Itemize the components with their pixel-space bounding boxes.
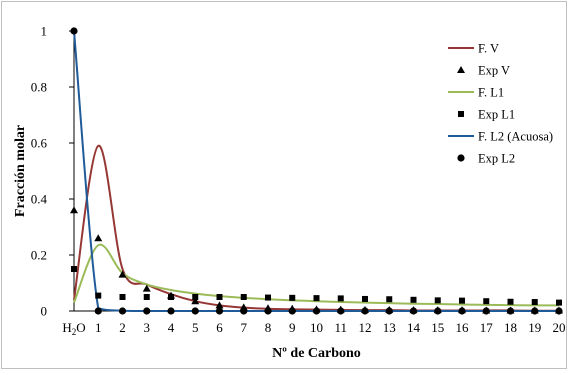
plot-lines	[73, 30, 560, 312]
data-point-exp-l1	[337, 295, 344, 302]
data-point-exp-l1	[168, 294, 174, 300]
data-point-exp-l1	[119, 294, 126, 300]
data-point-exp-l2	[264, 307, 272, 315]
data-point-exp-l1	[192, 294, 199, 300]
data-point-exp-l1	[483, 298, 490, 305]
data-point-exp-l2	[458, 307, 466, 315]
data-point-exp-l1	[216, 294, 223, 300]
data-point-exp-l1	[289, 294, 296, 301]
data-point-exp-l2	[143, 307, 151, 315]
data-point-exp-v	[70, 206, 78, 214]
data-point-exp-l2	[240, 307, 248, 315]
series-line-f-l2-acuosa	[73, 30, 559, 312]
data-point-exp-l1	[313, 295, 320, 302]
data-point-exp-l2	[506, 307, 515, 315]
data-point-exp-l1	[71, 266, 77, 272]
legend-label-f-l1: F. L1	[478, 86, 504, 100]
legend-label-exp-v: Exp V	[478, 64, 510, 78]
data-point-exp-l1	[95, 292, 102, 299]
data-point-exp-l2	[555, 307, 563, 315]
data-point-exp-l2	[118, 307, 127, 315]
x-tick-label: H2O	[62, 320, 85, 337]
legend: F. V Exp V F. L1 Exp L1 F. L2 (Acuosa) Exp L2	[448, 42, 553, 166]
series-line-f-l1	[73, 243, 560, 307]
data-point-exp-l2	[385, 307, 393, 315]
data-point-exp-l1	[507, 298, 514, 305]
data-point-exp-v	[191, 297, 200, 305]
x-tick-label: 5	[192, 320, 199, 335]
x-tick-label: 18	[504, 320, 517, 335]
x-tick-label: 13	[383, 320, 396, 335]
x-tick-label: 14	[407, 320, 421, 335]
data-point-exp-l1	[459, 297, 465, 304]
data-point-exp-l1	[531, 299, 538, 306]
legend-swatch-exp-l1	[458, 111, 464, 117]
x-tick-label: 8	[265, 320, 272, 335]
data-point-exp-v	[94, 234, 103, 242]
data-point-exp-l2	[215, 307, 224, 315]
data-point-exp-l2	[482, 307, 490, 315]
data-point-exp-l1	[434, 297, 441, 304]
x-tick-label: 11	[334, 320, 347, 335]
data-point-exp-l2	[167, 307, 175, 315]
y-tick-label: 0.2	[31, 248, 47, 263]
data-point-exp-l2	[70, 27, 78, 35]
plot-markers	[70, 27, 563, 315]
data-point-exp-l1	[265, 294, 271, 301]
x-tick-label: 2	[119, 320, 126, 335]
legend-swatch-exp-l2	[457, 154, 465, 162]
x-tick-label: 12	[359, 320, 372, 335]
data-point-exp-l2	[191, 307, 199, 315]
y-tick-label: 0.4	[31, 192, 48, 207]
chart: 00.20.40.60.81 H2O 1 2 3 4 5 6 7 8 9 10 11 12 13 14 15 1…	[13, 24, 566, 362]
y-tick-label: 1	[41, 24, 48, 39]
data-point-exp-l2	[434, 307, 442, 315]
y-tick-label: 0	[41, 304, 48, 319]
data-point-exp-l1	[386, 296, 393, 303]
y-tick-labels: 0 0.2 0.4 0.6 0.8 1	[31, 24, 74, 319]
x-tick-label: 15	[431, 320, 444, 335]
x-tick-label: 20	[553, 320, 566, 335]
legend-swatch-exp-v	[457, 66, 465, 73]
x-tick-label: 3	[144, 320, 151, 335]
x-tick-labels: H2O 1 2 3 4 5 6 7 8 9 10 11 12 13 14 15 16 17 18 19 20	[62, 320, 565, 337]
data-point-exp-l1	[410, 296, 417, 303]
legend-label-exp-l1: Exp L1	[478, 108, 515, 122]
legend-label-exp-l2: Exp L2	[478, 152, 515, 166]
x-tick-label: 6	[216, 320, 223, 335]
x-tick-label: 4	[168, 320, 175, 335]
data-point-exp-v	[215, 301, 224, 309]
x-tick-label: 16	[456, 320, 470, 335]
data-point-exp-l1	[362, 295, 368, 302]
data-point-exp-l1	[143, 294, 150, 300]
x-axis-title: Nº de Carbono	[272, 346, 361, 361]
data-point-exp-l2	[409, 307, 418, 315]
y-tick-label: 0.8	[31, 80, 47, 95]
data-point-exp-l2	[312, 307, 321, 315]
y-tick-label: 0.6	[31, 136, 48, 151]
x-tick-label: 7	[241, 320, 248, 335]
x-tick-label: 17	[480, 320, 494, 335]
chart-frame: 0 0.2 0.4 0.6 0.8 1 H2O 1 2 3 4 5 6 7 8 9 10 11 12 13 14 15 1…	[1, 1, 567, 369]
x-tick-label: 19	[528, 320, 541, 335]
x-tick-label: 9	[289, 320, 296, 335]
y-axis-title: Fracción molar	[13, 125, 28, 217]
x-tick-label: 1	[95, 320, 102, 335]
x-tick-label: 10	[310, 320, 323, 335]
data-point-exp-l2	[337, 307, 345, 315]
legend-label-f-v: F. V	[478, 42, 499, 56]
data-point-exp-l2	[531, 307, 539, 315]
data-point-exp-l2	[361, 307, 369, 315]
legend-label-f-l2-acuosa: F. L2 (Acuosa)	[478, 130, 553, 144]
data-point-exp-l2	[94, 307, 102, 315]
data-point-exp-l2	[288, 307, 296, 315]
data-point-exp-l1	[240, 294, 247, 300]
data-point-exp-v	[142, 284, 151, 292]
data-point-exp-l1	[556, 299, 562, 306]
data-point-exp-v	[118, 270, 127, 278]
